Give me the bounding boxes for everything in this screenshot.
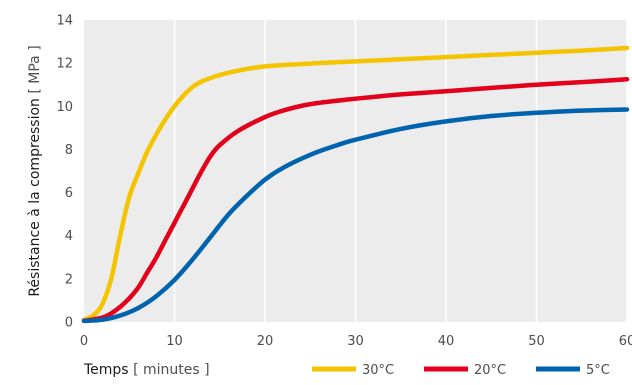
y-tick-label: 2 bbox=[65, 272, 73, 287]
y-axis-label-main: Résistance à la compression bbox=[27, 98, 43, 297]
x-tick-label: 10 bbox=[166, 334, 183, 349]
x-tick-label: 0 bbox=[80, 334, 88, 349]
y-tick-labels: 0 2 4 6 8 10 12 14 bbox=[56, 14, 73, 331]
legend-label: 20°C bbox=[474, 363, 506, 378]
series-lines bbox=[81, 45, 630, 324]
y-tick-label: 10 bbox=[56, 100, 73, 115]
x-tick-label: 40 bbox=[438, 334, 455, 349]
series-line bbox=[81, 45, 630, 323]
y-tick-label: 14 bbox=[56, 14, 73, 29]
x-tick-label: 30 bbox=[347, 334, 364, 349]
y-tick-label: 8 bbox=[65, 143, 73, 158]
series-line bbox=[81, 77, 630, 324]
legend-label: 5°C bbox=[586, 363, 610, 378]
x-axis-label-main: Temps bbox=[83, 362, 129, 378]
y-tick-label: 4 bbox=[65, 229, 73, 244]
x-tick-labels: 0 10 20 30 40 50 60 bbox=[80, 334, 632, 349]
y-axis-label: Résistance à la compression [ MPa ] bbox=[27, 45, 43, 296]
y-tick-label: 0 bbox=[65, 316, 73, 331]
legend-label: 30°C bbox=[362, 363, 394, 378]
y-axis-label-unit: [ MPa ] bbox=[27, 45, 43, 93]
x-axis-label-unit: [ minutes ] bbox=[133, 362, 210, 378]
x-axis-label: Temps [ minutes ] bbox=[83, 362, 210, 378]
legend: 30°C 20°C 5°C bbox=[312, 363, 610, 378]
x-tick-label: 50 bbox=[528, 334, 545, 349]
y-tick-label: 6 bbox=[65, 186, 73, 201]
x-tick-label: 20 bbox=[257, 334, 274, 349]
series-line bbox=[81, 107, 630, 324]
y-tick-label: 12 bbox=[56, 57, 73, 72]
grid-lines bbox=[173, 20, 628, 322]
x-tick-label: 60 bbox=[619, 334, 632, 349]
